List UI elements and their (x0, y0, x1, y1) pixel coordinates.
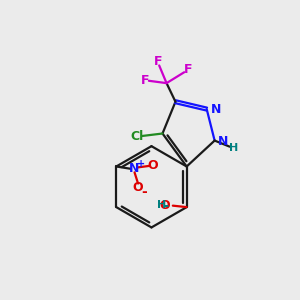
Text: -: - (162, 198, 168, 213)
Text: O: O (148, 159, 158, 172)
Text: O: O (133, 181, 143, 194)
Text: F: F (154, 56, 162, 68)
Text: F: F (141, 74, 150, 87)
Text: Cl: Cl (130, 130, 143, 143)
Text: H: H (229, 143, 239, 153)
Text: -: - (142, 184, 147, 199)
Text: F: F (184, 63, 192, 76)
Text: N: N (129, 162, 140, 175)
Text: O: O (159, 199, 170, 212)
Text: +: + (137, 158, 145, 169)
Text: H: H (157, 200, 166, 210)
Text: N: N (211, 103, 221, 116)
Text: N: N (218, 135, 229, 148)
